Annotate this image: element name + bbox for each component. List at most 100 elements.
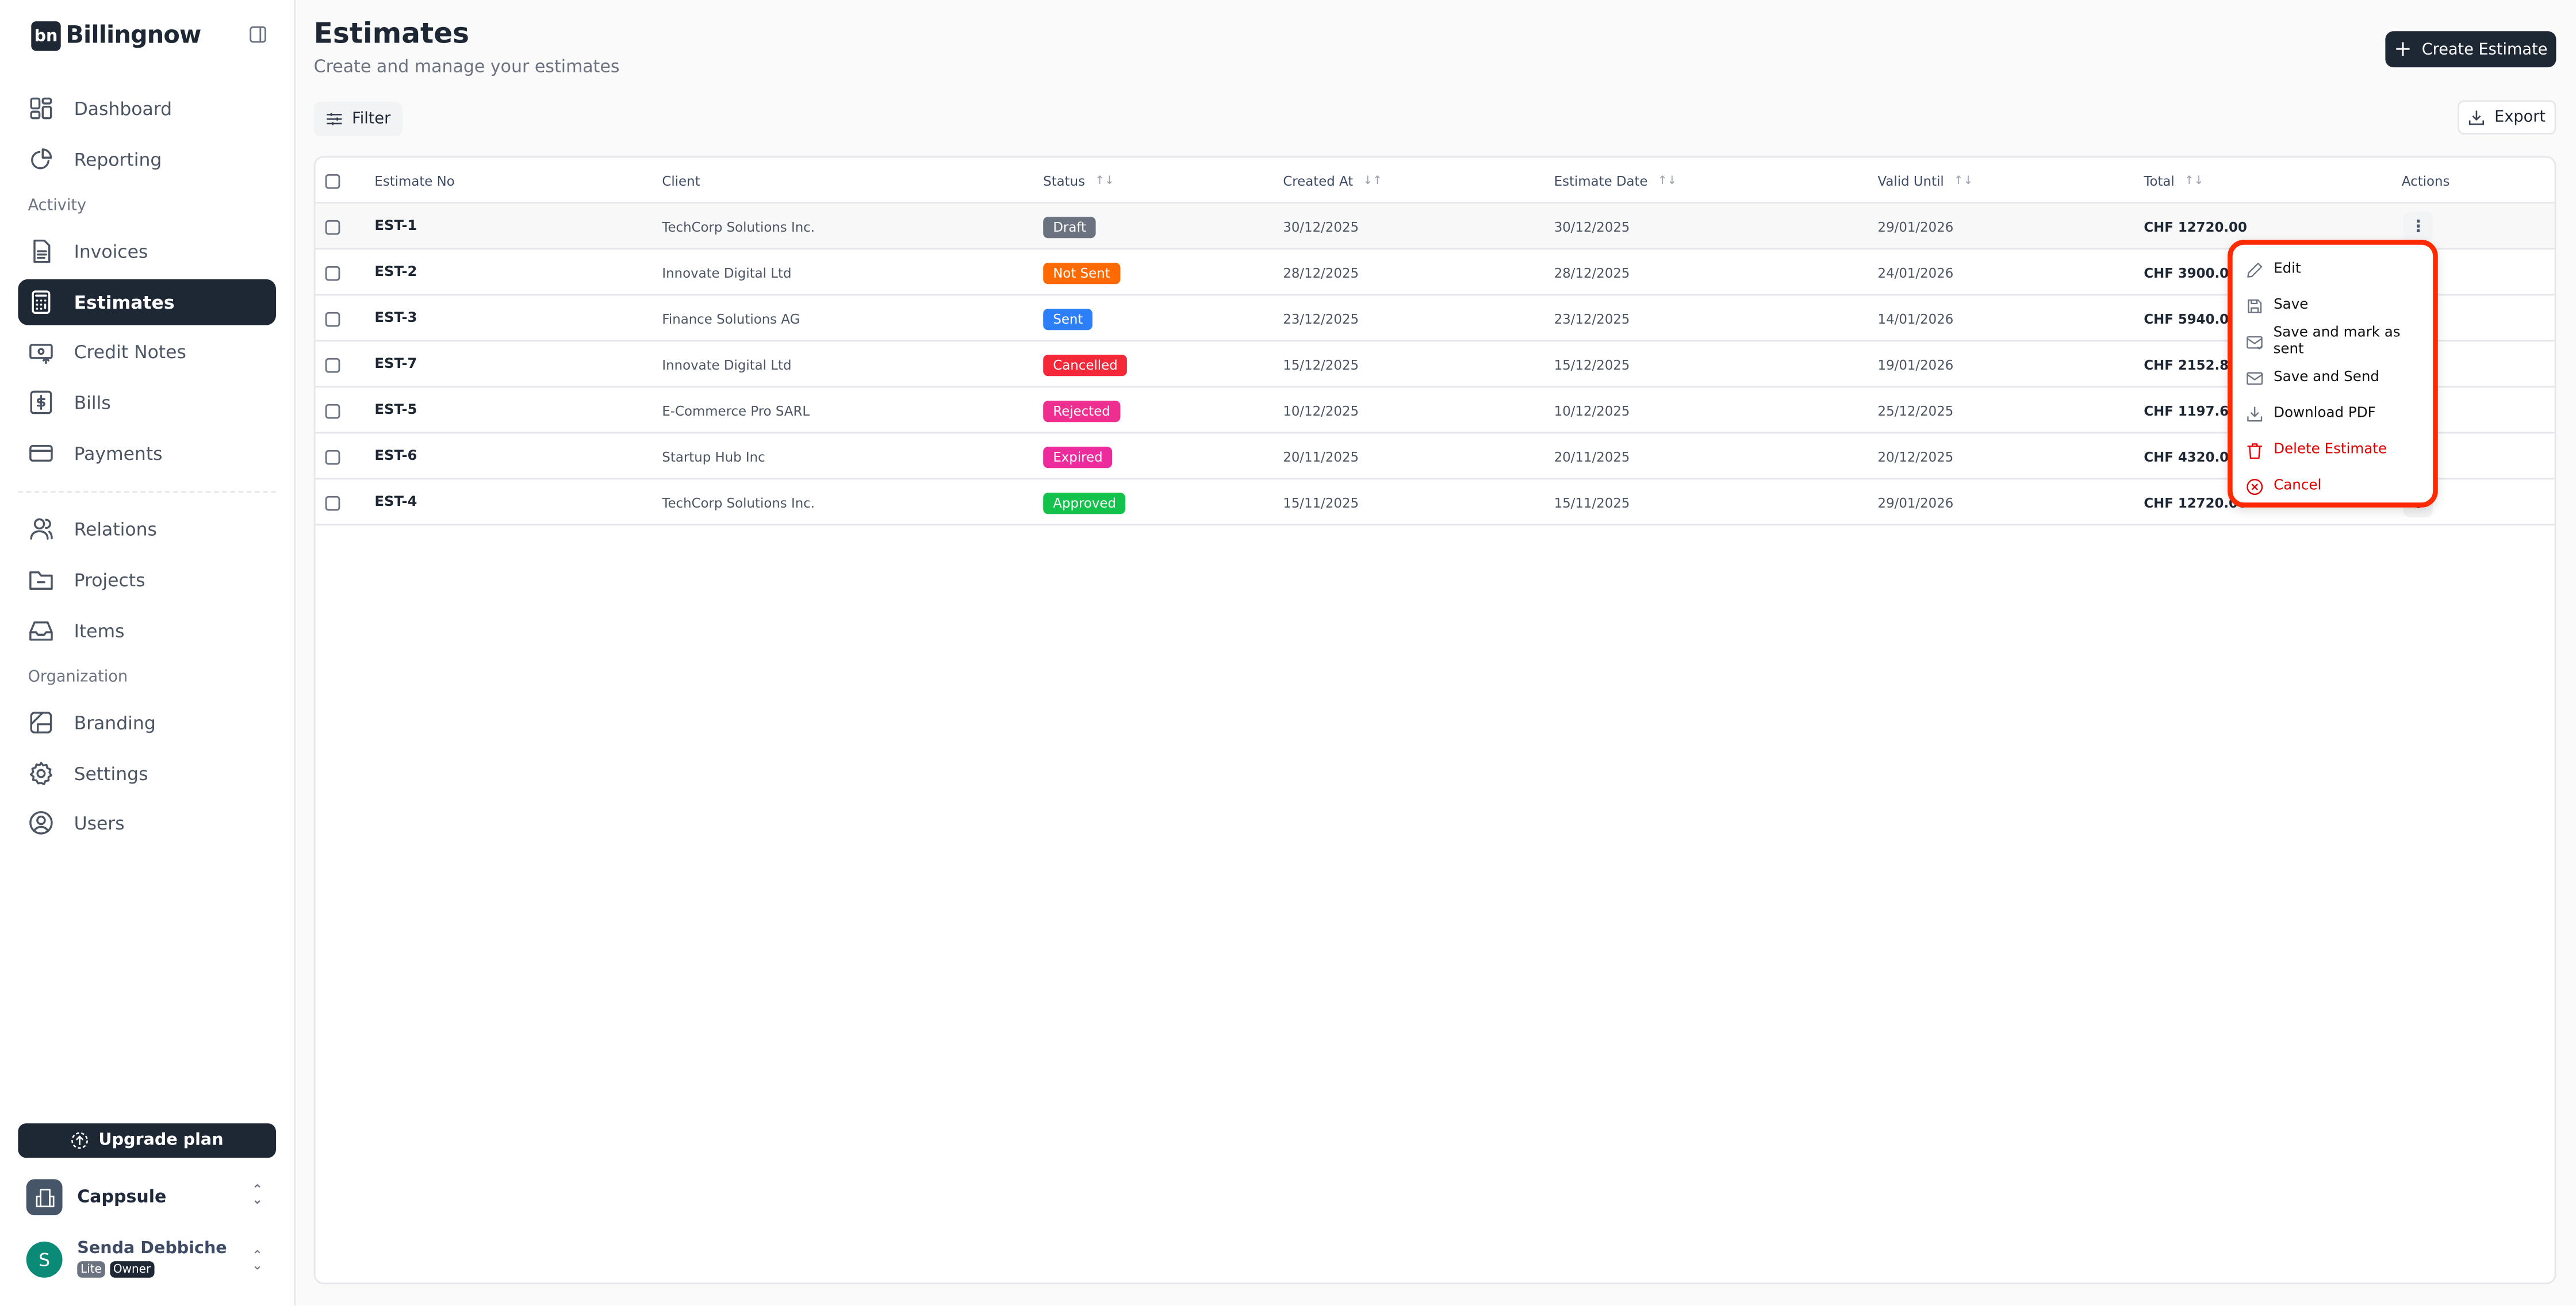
create-estimate-label: Create Estimate <box>2421 40 2548 59</box>
menu-item-download-pdf[interactable]: Download PDF <box>2246 401 2376 427</box>
column-label: Status <box>1043 173 1086 189</box>
estimate-no[interactable]: EST-7 <box>374 356 417 373</box>
download-icon <box>2470 110 2485 125</box>
client: Innovate Digital Ltd <box>662 265 792 281</box>
sort-icon[interactable]: ↑↓ <box>1953 174 1973 187</box>
menu-item-save-and-send[interactable]: Save and Send <box>2246 364 2379 391</box>
sidebar-item-settings[interactable]: Settings <box>18 751 276 797</box>
created-at: 15/11/2025 <box>1283 495 1359 510</box>
menu-item-edit[interactable]: Edit <box>2246 256 2301 283</box>
more-actions-icon[interactable]: ⋮ <box>2403 212 2433 241</box>
row-checkbox[interactable] <box>325 403 340 418</box>
sidebar-item-items[interactable]: Items <box>18 608 276 654</box>
section-organization: Organization <box>28 668 128 687</box>
row-checkbox[interactable] <box>325 311 340 326</box>
sidebar-item-credit-notes[interactable]: Credit Notes <box>18 328 276 374</box>
page-subtitle: Create and manage your estimates <box>313 57 620 78</box>
upgrade-plan-button[interactable]: Upgrade plan <box>18 1123 276 1158</box>
sidebar-item-relations[interactable]: Relations <box>18 506 276 552</box>
row-checkbox[interactable] <box>325 495 340 510</box>
menu-item-delete-estimate[interactable]: Delete Estimate <box>2246 437 2387 463</box>
sidebar-item-label: Estimates <box>74 291 175 313</box>
created-at: 30/12/2025 <box>1283 219 1359 235</box>
created-at: 20/11/2025 <box>1283 449 1359 464</box>
status-badge: Approved <box>1043 491 1126 513</box>
column-header[interactable]: Created At ↓↑ <box>1283 158 1382 203</box>
column-label: Created At <box>1283 173 1354 189</box>
column-label: Actions <box>2401 173 2450 189</box>
dashboard-icon <box>30 97 52 120</box>
chevrons-up-down-icon: ⌃ ⌄ <box>251 1182 263 1207</box>
table-row[interactable]: EST-3 Finance Solutions AG Sent 23/12/20… <box>315 295 2555 342</box>
sort-icon[interactable]: ↓↑ <box>1363 174 1382 187</box>
x-circle-icon <box>2247 478 2263 494</box>
sidebar-item-label: Credit Notes <box>74 340 186 362</box>
calculator-icon <box>32 290 51 314</box>
table-row[interactable]: EST-5 E-Commerce Pro SARL Rejected 10/12… <box>315 387 2555 434</box>
table-row[interactable]: EST-2 Innovate Digital Ltd Not Sent 28/1… <box>315 249 2555 296</box>
user-name: Senda Debbiche <box>77 1240 227 1258</box>
mail-icon <box>2247 371 2263 385</box>
sidebar-item-label: Dashboard <box>74 97 172 120</box>
estimate-no[interactable]: EST-1 <box>374 218 417 235</box>
organization-switcher[interactable]: Cappsule ⌃ ⌄ <box>26 1177 273 1217</box>
menu-item-save[interactable]: Save <box>2246 293 2308 319</box>
column-header: Client <box>662 158 700 203</box>
estimate-no[interactable]: EST-4 <box>374 494 417 511</box>
filter-button[interactable]: Filter <box>313 102 402 137</box>
create-estimate-button[interactable]: + Create Estimate <box>2385 31 2556 68</box>
row-checkbox[interactable] <box>325 449 340 464</box>
created-at: 23/12/2025 <box>1283 311 1359 326</box>
client: TechCorp Solutions Inc. <box>662 219 815 235</box>
sort-icon[interactable]: ↑↓ <box>1095 174 1114 187</box>
user-circle-icon <box>29 811 53 835</box>
estimate-no[interactable]: EST-5 <box>374 402 417 419</box>
table-row[interactable]: EST-7 Innovate Digital Ltd Cancelled 15/… <box>315 341 2555 388</box>
sidebar-item-reporting[interactable]: Reporting <box>18 136 276 182</box>
menu-item-cancel[interactable]: Cancel <box>2246 473 2321 500</box>
user-menu[interactable]: S Senda Debbiche Lite Owner ⌃ ⌄ <box>26 1240 273 1282</box>
save-icon <box>2248 298 2262 313</box>
sidebar-item-branding[interactable]: Branding <box>18 700 276 746</box>
sort-icon[interactable]: ↑↓ <box>2184 174 2204 187</box>
sidebar-item-label: Branding <box>74 712 156 733</box>
column-header[interactable]: Estimate Date ↑↓ <box>1554 158 1677 203</box>
status-badge: Cancelled <box>1043 354 1128 375</box>
mail-check-icon <box>2247 335 2263 349</box>
sidebar-item-dashboard[interactable]: Dashboard <box>18 86 276 132</box>
estimate-no[interactable]: EST-2 <box>374 264 417 281</box>
sidebar-item-payments[interactable]: Payments <box>18 431 276 477</box>
export-button[interactable]: Export <box>2458 100 2556 135</box>
pie-chart-icon <box>31 148 52 170</box>
total: CHF 12720.00 <box>2144 219 2247 235</box>
sidebar-item-label: Payments <box>74 442 163 464</box>
menu-item-save-and-mark-as-sent[interactable]: Save and mark as sent <box>2246 325 2433 358</box>
row-checkbox[interactable] <box>325 265 340 281</box>
logo[interactable]: bn Billingnow <box>31 21 201 51</box>
column-header[interactable]: Status ↑↓ <box>1043 158 1114 203</box>
sidebar-toggle-icon[interactable] <box>250 26 266 43</box>
sidebar-item-estimates[interactable]: Estimates <box>18 279 276 325</box>
column-header[interactable]: Total ↑↓ <box>2144 158 2203 203</box>
export-label: Export <box>2494 108 2546 126</box>
estimate-no[interactable]: EST-3 <box>374 310 417 327</box>
menu-item-label: Edit <box>2274 261 2301 278</box>
table-row[interactable]: EST-1 TechCorp Solutions Inc. Draft 30/1… <box>315 203 2555 250</box>
row-checkbox[interactable] <box>325 219 340 235</box>
sidebar-item-projects[interactable]: Projects <box>18 557 276 603</box>
estimate-no[interactable]: EST-6 <box>374 448 417 465</box>
trash-icon <box>2247 442 2263 458</box>
column-header[interactable]: Valid Until ↑↓ <box>1878 158 1973 203</box>
sidebar-item-invoices[interactable]: Invoices <box>18 228 276 274</box>
sidebar-item-users[interactable]: Users <box>18 800 276 846</box>
valid-until: 29/01/2026 <box>1877 495 1954 510</box>
estimate-date: 23/12/2025 <box>1554 311 1630 326</box>
select-all-checkbox[interactable] <box>325 173 340 189</box>
table-row[interactable]: EST-6 Startup Hub Inc Expired 20/11/2025… <box>315 433 2555 480</box>
sidebar-item-bills[interactable]: Bills <box>18 379 276 425</box>
row-checkbox[interactable] <box>325 357 340 372</box>
sort-icon[interactable]: ↑↓ <box>1657 174 1677 187</box>
plus-icon: + <box>2394 37 2412 62</box>
table-row[interactable]: EST-4 TechCorp Solutions Inc. Approved 1… <box>315 479 2555 526</box>
building-icon <box>26 1179 63 1216</box>
